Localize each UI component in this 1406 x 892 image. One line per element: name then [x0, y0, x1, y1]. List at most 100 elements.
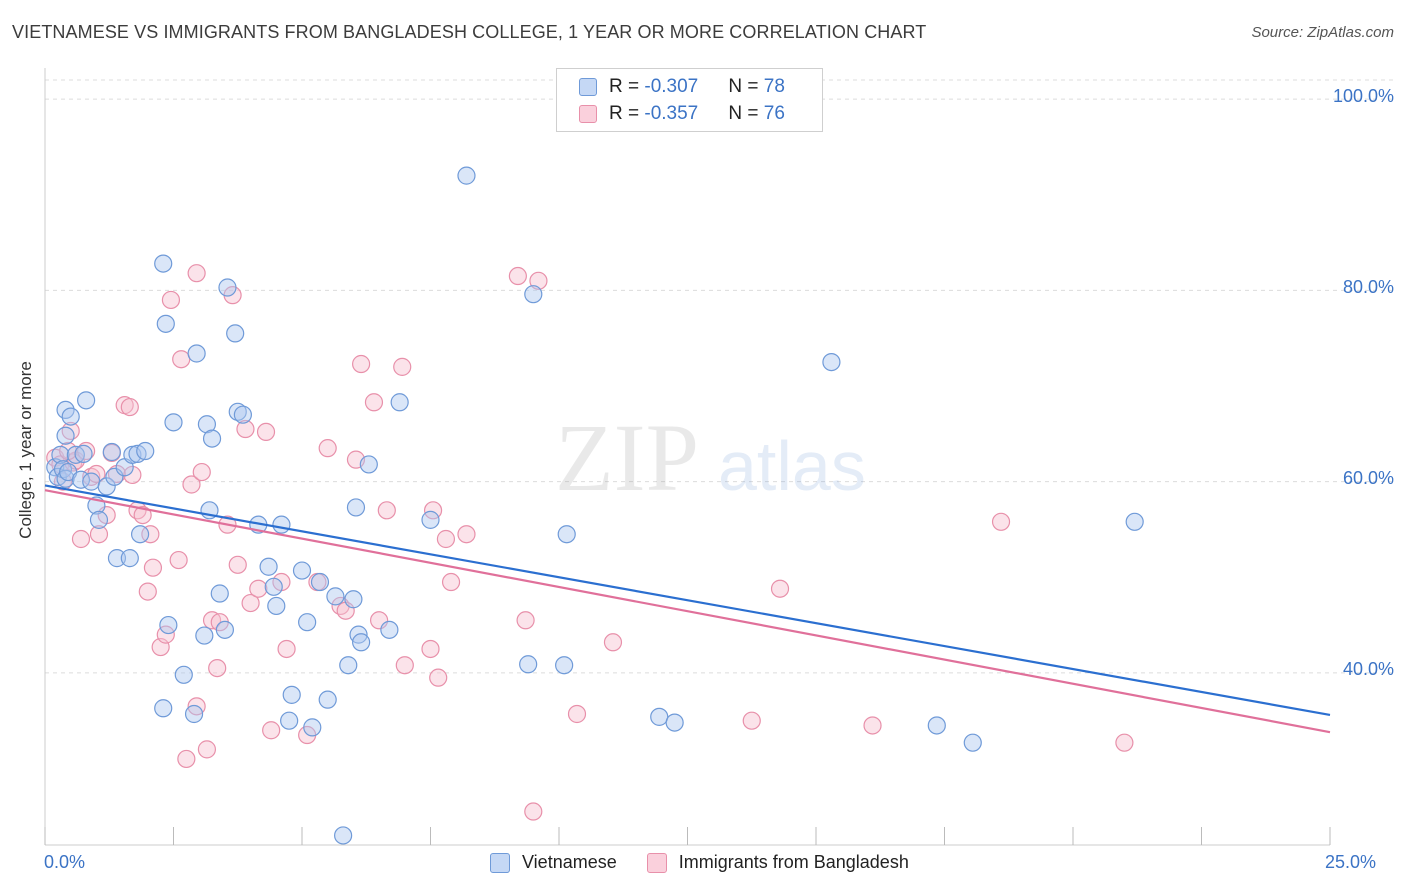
bangladesh-point	[208, 658, 227, 678]
vietnamese-point	[154, 699, 173, 718]
bangladesh-point	[524, 802, 543, 821]
bangladesh-point	[141, 525, 160, 544]
chart-title: VIETNAMESE VS IMMIGRANTS FROM BANGLADESH…	[12, 22, 927, 42]
vietnamese-point	[107, 549, 127, 568]
bangladesh-point	[241, 593, 260, 613]
series-legend-swatch-bangladesh	[646, 852, 667, 873]
source-label: Source: ZipAtlas.com	[1251, 24, 1394, 41]
watermark-atlas: atlas	[718, 427, 866, 505]
vietnamese-point	[380, 620, 399, 639]
vietnamese-point	[228, 402, 247, 421]
bangladesh-point	[256, 422, 276, 441]
vietnamese-point	[210, 584, 229, 603]
vietnamese-point	[1125, 512, 1144, 531]
bangladesh-point	[1115, 733, 1134, 752]
vietnamese-point	[233, 405, 252, 424]
vietnamese-point	[665, 713, 684, 732]
bangladesh-point	[187, 264, 206, 283]
bangladesh-point	[133, 505, 152, 525]
bangladesh-point	[377, 501, 396, 520]
vietnamese-point	[174, 665, 193, 684]
vietnamese-point	[303, 718, 322, 737]
bangladesh-point	[249, 579, 268, 598]
vietnamese-point	[555, 656, 574, 675]
legend-swatch-vietnamese	[579, 78, 597, 96]
legend-n-value-bangladesh: 76	[763, 103, 785, 124]
legend-r-label: R =	[609, 103, 645, 124]
y-tick-label-60: 60.0%	[1342, 468, 1394, 488]
vietnamese-point	[267, 596, 286, 616]
vietnamese-point	[352, 633, 371, 652]
y-axis-title: College, 1 year or more	[16, 361, 35, 539]
bangladesh-point	[236, 419, 255, 439]
vietnamese-point	[390, 393, 409, 412]
bangladesh-point	[991, 512, 1011, 531]
bangladesh-point	[508, 266, 527, 286]
series-legend-item-bangladesh: Immigrants from Bangladesh	[646, 852, 909, 873]
bangladesh-point	[863, 716, 882, 735]
vietnamese-point	[318, 690, 337, 709]
correlation-legend: R = -0.307 N = 78 R = -0.357 N = 76	[556, 68, 823, 132]
vietnamese-point	[650, 707, 669, 726]
x-tick-label-max: 25.0%	[1325, 852, 1377, 872]
vietnamese-point	[61, 407, 80, 426]
vietnamese-point	[339, 656, 358, 675]
vietnamese-point	[557, 525, 576, 544]
vietnamese-point	[326, 587, 345, 606]
legend-r-value-bangladesh: -0.357	[644, 103, 699, 124]
gridlines	[45, 79, 1395, 674]
bangladesh-point	[277, 639, 296, 659]
series-legend-label-bangladesh: Immigrants from Bangladesh	[678, 852, 909, 872]
vietnamese-point	[334, 826, 353, 845]
bangladesh-point	[421, 639, 440, 659]
vietnamese-point	[215, 620, 234, 639]
vietnamese-point	[102, 442, 121, 462]
vietnamese-point	[519, 655, 538, 674]
y-tick-label-40: 40.0%	[1342, 659, 1394, 679]
vietnamese-point	[184, 704, 204, 724]
series-immigrants-bangladesh-points	[46, 264, 1134, 821]
vietnamese-point	[264, 577, 283, 596]
vietnamese-point	[136, 441, 155, 461]
bangladesh-point	[77, 441, 96, 461]
axes	[44, 68, 1331, 846]
series-legend-swatch-vietnamese	[490, 852, 510, 873]
bangladesh-point	[71, 529, 91, 549]
bangladesh-point	[457, 525, 476, 544]
x-tick-label-min: 0.0%	[44, 852, 86, 872]
bangladesh-point	[436, 529, 456, 549]
bangladesh-point	[138, 582, 157, 601]
bangladesh-point	[441, 572, 461, 592]
vietnamese-point	[154, 254, 173, 273]
vietnamese-point	[66, 445, 85, 464]
vietnamese-point	[130, 525, 150, 544]
y-axis-title-wrap: College, 1 year or more	[4, 300, 48, 600]
bangladesh-point	[192, 462, 211, 482]
vietnamese-point	[89, 510, 109, 529]
legend-n-label: N =	[728, 76, 764, 97]
bangladesh-point	[742, 711, 761, 730]
legend-r-label: R =	[609, 76, 645, 97]
vietnamese-point	[927, 716, 946, 735]
bangladesh-point	[516, 611, 535, 630]
bangladesh-point	[89, 525, 109, 544]
legend-swatch-bangladesh	[579, 105, 597, 123]
vietnamese-point	[359, 455, 378, 474]
legend-n-value-vietnamese: 78	[763, 76, 785, 97]
bangladesh-point	[197, 740, 217, 759]
vietnamese-point	[164, 413, 183, 432]
bangladesh-point	[123, 465, 142, 485]
vietnamese-point	[82, 472, 101, 491]
bangladesh-point	[169, 550, 188, 570]
bangladesh-point	[770, 579, 790, 598]
trend-line-vietnamese	[44, 484, 1331, 717]
bangladesh-point	[567, 704, 587, 724]
watermark: ZIP atlas	[555, 404, 866, 511]
vietnamese-point	[218, 278, 237, 297]
bangladesh-point	[352, 354, 371, 374]
vietnamese-point	[226, 324, 245, 343]
vietnamese-point	[963, 733, 982, 752]
vietnamese-point	[457, 166, 476, 185]
vietnamese-point	[159, 615, 178, 635]
